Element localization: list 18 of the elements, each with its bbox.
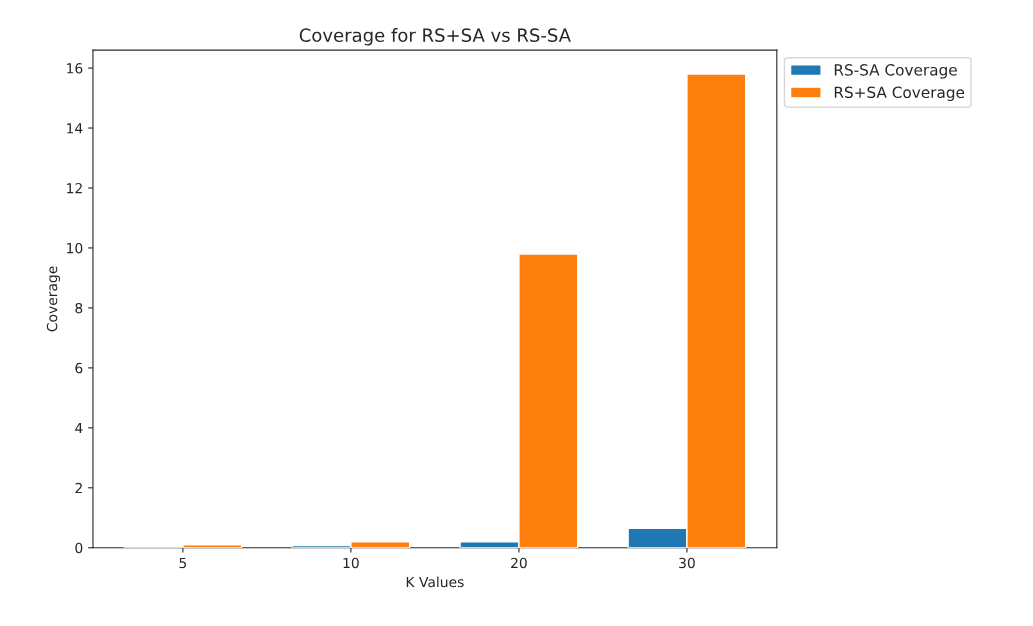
x-tick-label: 30 [679,557,695,569]
chart-title: Coverage for RS+SA vs RS-SA [299,28,571,46]
y-axis-title: Coverage [46,266,61,332]
y-tick-label: 16 [67,63,83,74]
y-tick-label: 0 [75,542,83,554]
y-tick-label: 6 [75,362,83,374]
legend-label: RS-SA Coverage [834,64,957,79]
y-tick-label: 4 [75,422,83,434]
y-tick-label: 8 [75,302,83,314]
y-tick-label: 10 [67,242,83,254]
y-tick-label: 2 [75,482,82,494]
x-axis-title: K Values [406,576,464,588]
y-tick-label: 14 [67,123,83,134]
x-tick-label: 10 [343,557,359,569]
x-tick-label: 20 [511,557,527,569]
x-tick-label: 5 [179,557,187,569]
legend-label: RS+SA Coverage [834,86,965,102]
y-tick-label: 12 [67,182,82,194]
